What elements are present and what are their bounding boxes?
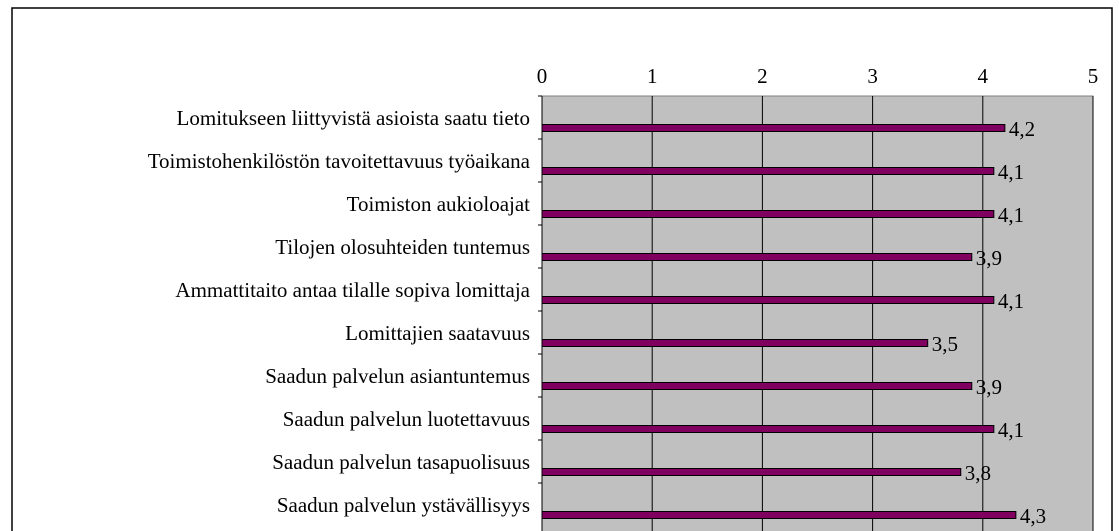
y-tick-label: Ammattitaito antaa tilalle sopiva lomitt…: [175, 278, 530, 302]
y-tick-label: Saadun palvelun tasapuolisuus: [272, 450, 530, 474]
value-label: 4,3: [1020, 504, 1046, 528]
value-label: 4,1: [998, 418, 1024, 442]
x-tick-label: 5: [1088, 64, 1099, 88]
value-label: 3,8: [965, 461, 991, 485]
bar: [541, 167, 995, 175]
value-label: 4,1: [998, 289, 1024, 313]
x-tick-label: 2: [757, 64, 768, 88]
x-tick-label: 4: [978, 64, 989, 88]
y-tick-label: Tilojen olosuhteiden tuntemus: [275, 235, 530, 259]
y-tick-label: Saadun palvelun asiantuntemus: [265, 364, 530, 388]
y-tick-label: Lomitukseen liittyvistä asioista saatu t…: [177, 106, 530, 130]
bar: [541, 382, 973, 390]
y-tick-label: Lomittajien saatavuus: [345, 321, 530, 345]
y-tick-label: Saadun palvelun luotettavuus: [283, 407, 530, 431]
x-tick-label: 0: [537, 64, 548, 88]
x-tick-label: 1: [647, 64, 658, 88]
value-label: 4,1: [998, 160, 1024, 184]
bar: [541, 124, 1006, 132]
value-label: 4,2: [1009, 117, 1035, 141]
value-label: 3,5: [932, 332, 958, 356]
value-label: 3,9: [976, 375, 1002, 399]
bar: [541, 425, 995, 433]
bar: [541, 210, 995, 218]
bar: [541, 511, 1017, 519]
bar: [541, 296, 995, 304]
value-label: 3,9: [976, 246, 1002, 270]
y-tick-label: Toimistohenkilöstön tavoitettavuus työai…: [148, 149, 531, 173]
y-tick-label: Saadun palvelun ystävällisyys: [277, 493, 530, 517]
y-tick-label: Toimiston aukioloajat: [347, 192, 531, 216]
bar: [541, 339, 929, 347]
value-label: 4,1: [998, 203, 1024, 227]
bar: [541, 253, 973, 261]
x-tick-label: 3: [867, 64, 878, 88]
bar: [541, 468, 962, 476]
